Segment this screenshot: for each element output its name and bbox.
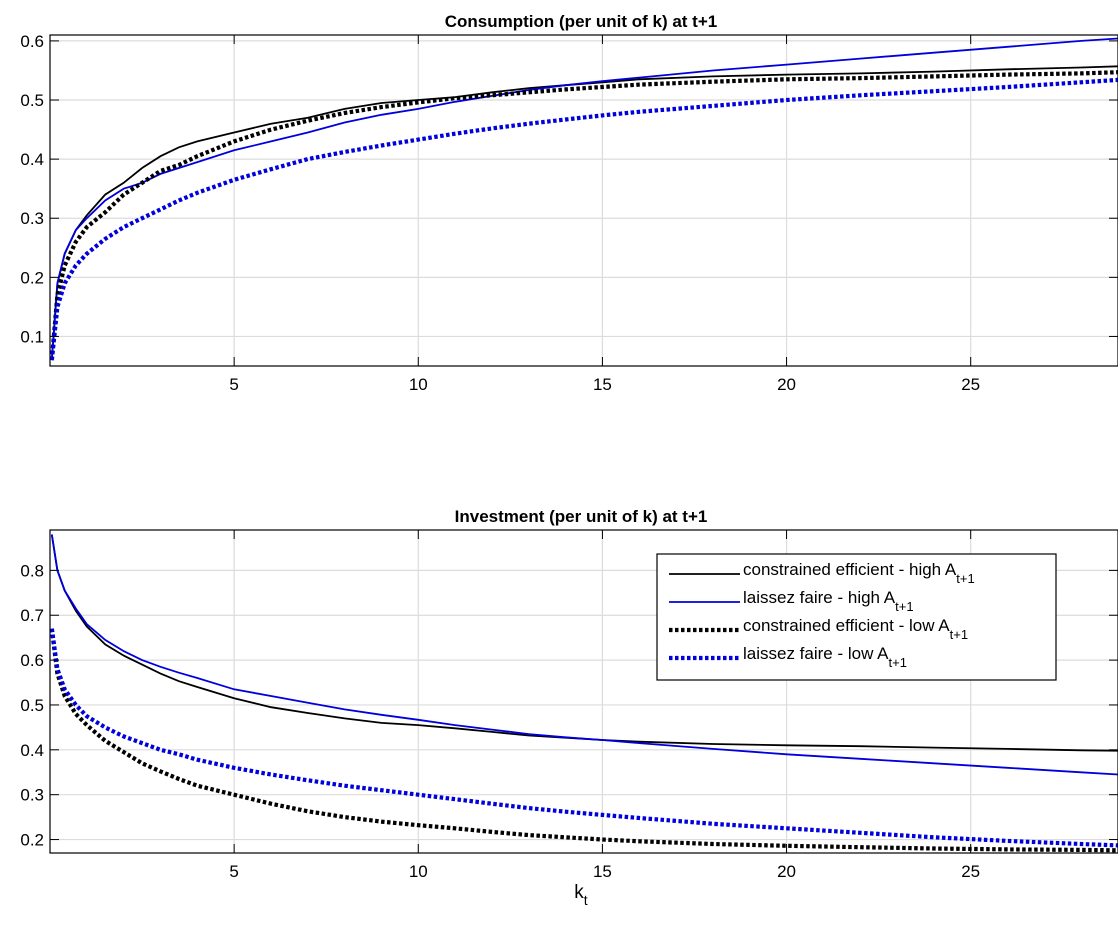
legend-label-text: constrained efficient - low A bbox=[743, 616, 950, 635]
investment-panel: Investment (per unit of k) at t+1 5 10 15 20… bbox=[20, 507, 1118, 908]
x-tick-label: 10 bbox=[409, 862, 428, 881]
series-line-ce-high bbox=[50, 65, 1118, 361]
x-axis-label-main: k bbox=[574, 882, 584, 903]
x-tick-label: 20 bbox=[777, 862, 796, 881]
x-tick-label: 5 bbox=[229, 862, 238, 881]
legend-label-ce-low: constrained efficient - low At+1 bbox=[743, 616, 968, 642]
legend-label-subscript: t+1 bbox=[895, 599, 913, 614]
chart-title: Consumption (per unit of k) at t+1 bbox=[445, 12, 717, 31]
y-tick-label: 0.1 bbox=[20, 327, 44, 346]
y-tick-label: 0.5 bbox=[20, 91, 44, 110]
x-axis-label-subscript: t bbox=[584, 892, 588, 908]
y-tick-label: 0.7 bbox=[20, 606, 44, 625]
axes-box bbox=[49, 34, 1118, 367]
series-line-ce-low bbox=[49, 70, 1118, 361]
legend-label-lf-low: laissez faire - low At+1 bbox=[743, 644, 907, 670]
consumption-panel: Consumption (per unit of k) at t+1 5 10 15 2… bbox=[20, 12, 1118, 394]
y-tick-label: 0.6 bbox=[20, 32, 44, 51]
y-tick-label: 0.3 bbox=[20, 786, 44, 805]
legend-label-lf-high: laissez faire - high At+1 bbox=[743, 588, 914, 614]
x-tick-label: 20 bbox=[777, 375, 796, 394]
x-axis-label: kt bbox=[574, 882, 588, 908]
series-line-lf-low bbox=[49, 77, 1118, 361]
legend-label-ce-high: constrained efficient - high At+1 bbox=[743, 560, 975, 586]
y-tick-label: 0.4 bbox=[20, 741, 44, 760]
legend-label-subscript: t+1 bbox=[950, 627, 968, 642]
legend-label-text: constrained efficient - high A bbox=[743, 560, 957, 579]
legend-label-subscript: t+1 bbox=[889, 655, 907, 670]
y-tick-label: 0.6 bbox=[20, 651, 44, 670]
y-tick-label: 0.2 bbox=[20, 268, 44, 287]
x-tick-label: 5 bbox=[229, 375, 238, 394]
axes-box bbox=[49, 529, 1118, 854]
y-tick-label: 0.2 bbox=[20, 831, 44, 850]
x-tick-label: 15 bbox=[593, 375, 612, 394]
y-tick-label: 0.8 bbox=[20, 561, 44, 580]
legend-label-text: laissez faire - low A bbox=[743, 644, 889, 663]
y-tick-label: 0.4 bbox=[20, 150, 44, 169]
series-line-lf-low bbox=[49, 628, 1118, 848]
legend-label-subscript: t+1 bbox=[956, 571, 974, 586]
series-line-lf-high bbox=[50, 37, 1118, 361]
series-line-lf-high bbox=[50, 534, 1118, 776]
legend: constrained efficient - high At+1laissez… bbox=[656, 553, 1057, 681]
x-tick-label: 25 bbox=[961, 862, 980, 881]
chart-title: Investment (per unit of k) at t+1 bbox=[455, 507, 708, 526]
y-tick-label: 0.3 bbox=[20, 209, 44, 228]
y-tick-label: 0.5 bbox=[20, 696, 44, 715]
series-line-ce-high bbox=[50, 534, 1118, 752]
x-tick-label: 25 bbox=[961, 375, 980, 394]
legend-label-text: laissez faire - high A bbox=[743, 588, 896, 607]
x-tick-label: 15 bbox=[593, 862, 612, 881]
x-tick-label: 10 bbox=[409, 375, 428, 394]
